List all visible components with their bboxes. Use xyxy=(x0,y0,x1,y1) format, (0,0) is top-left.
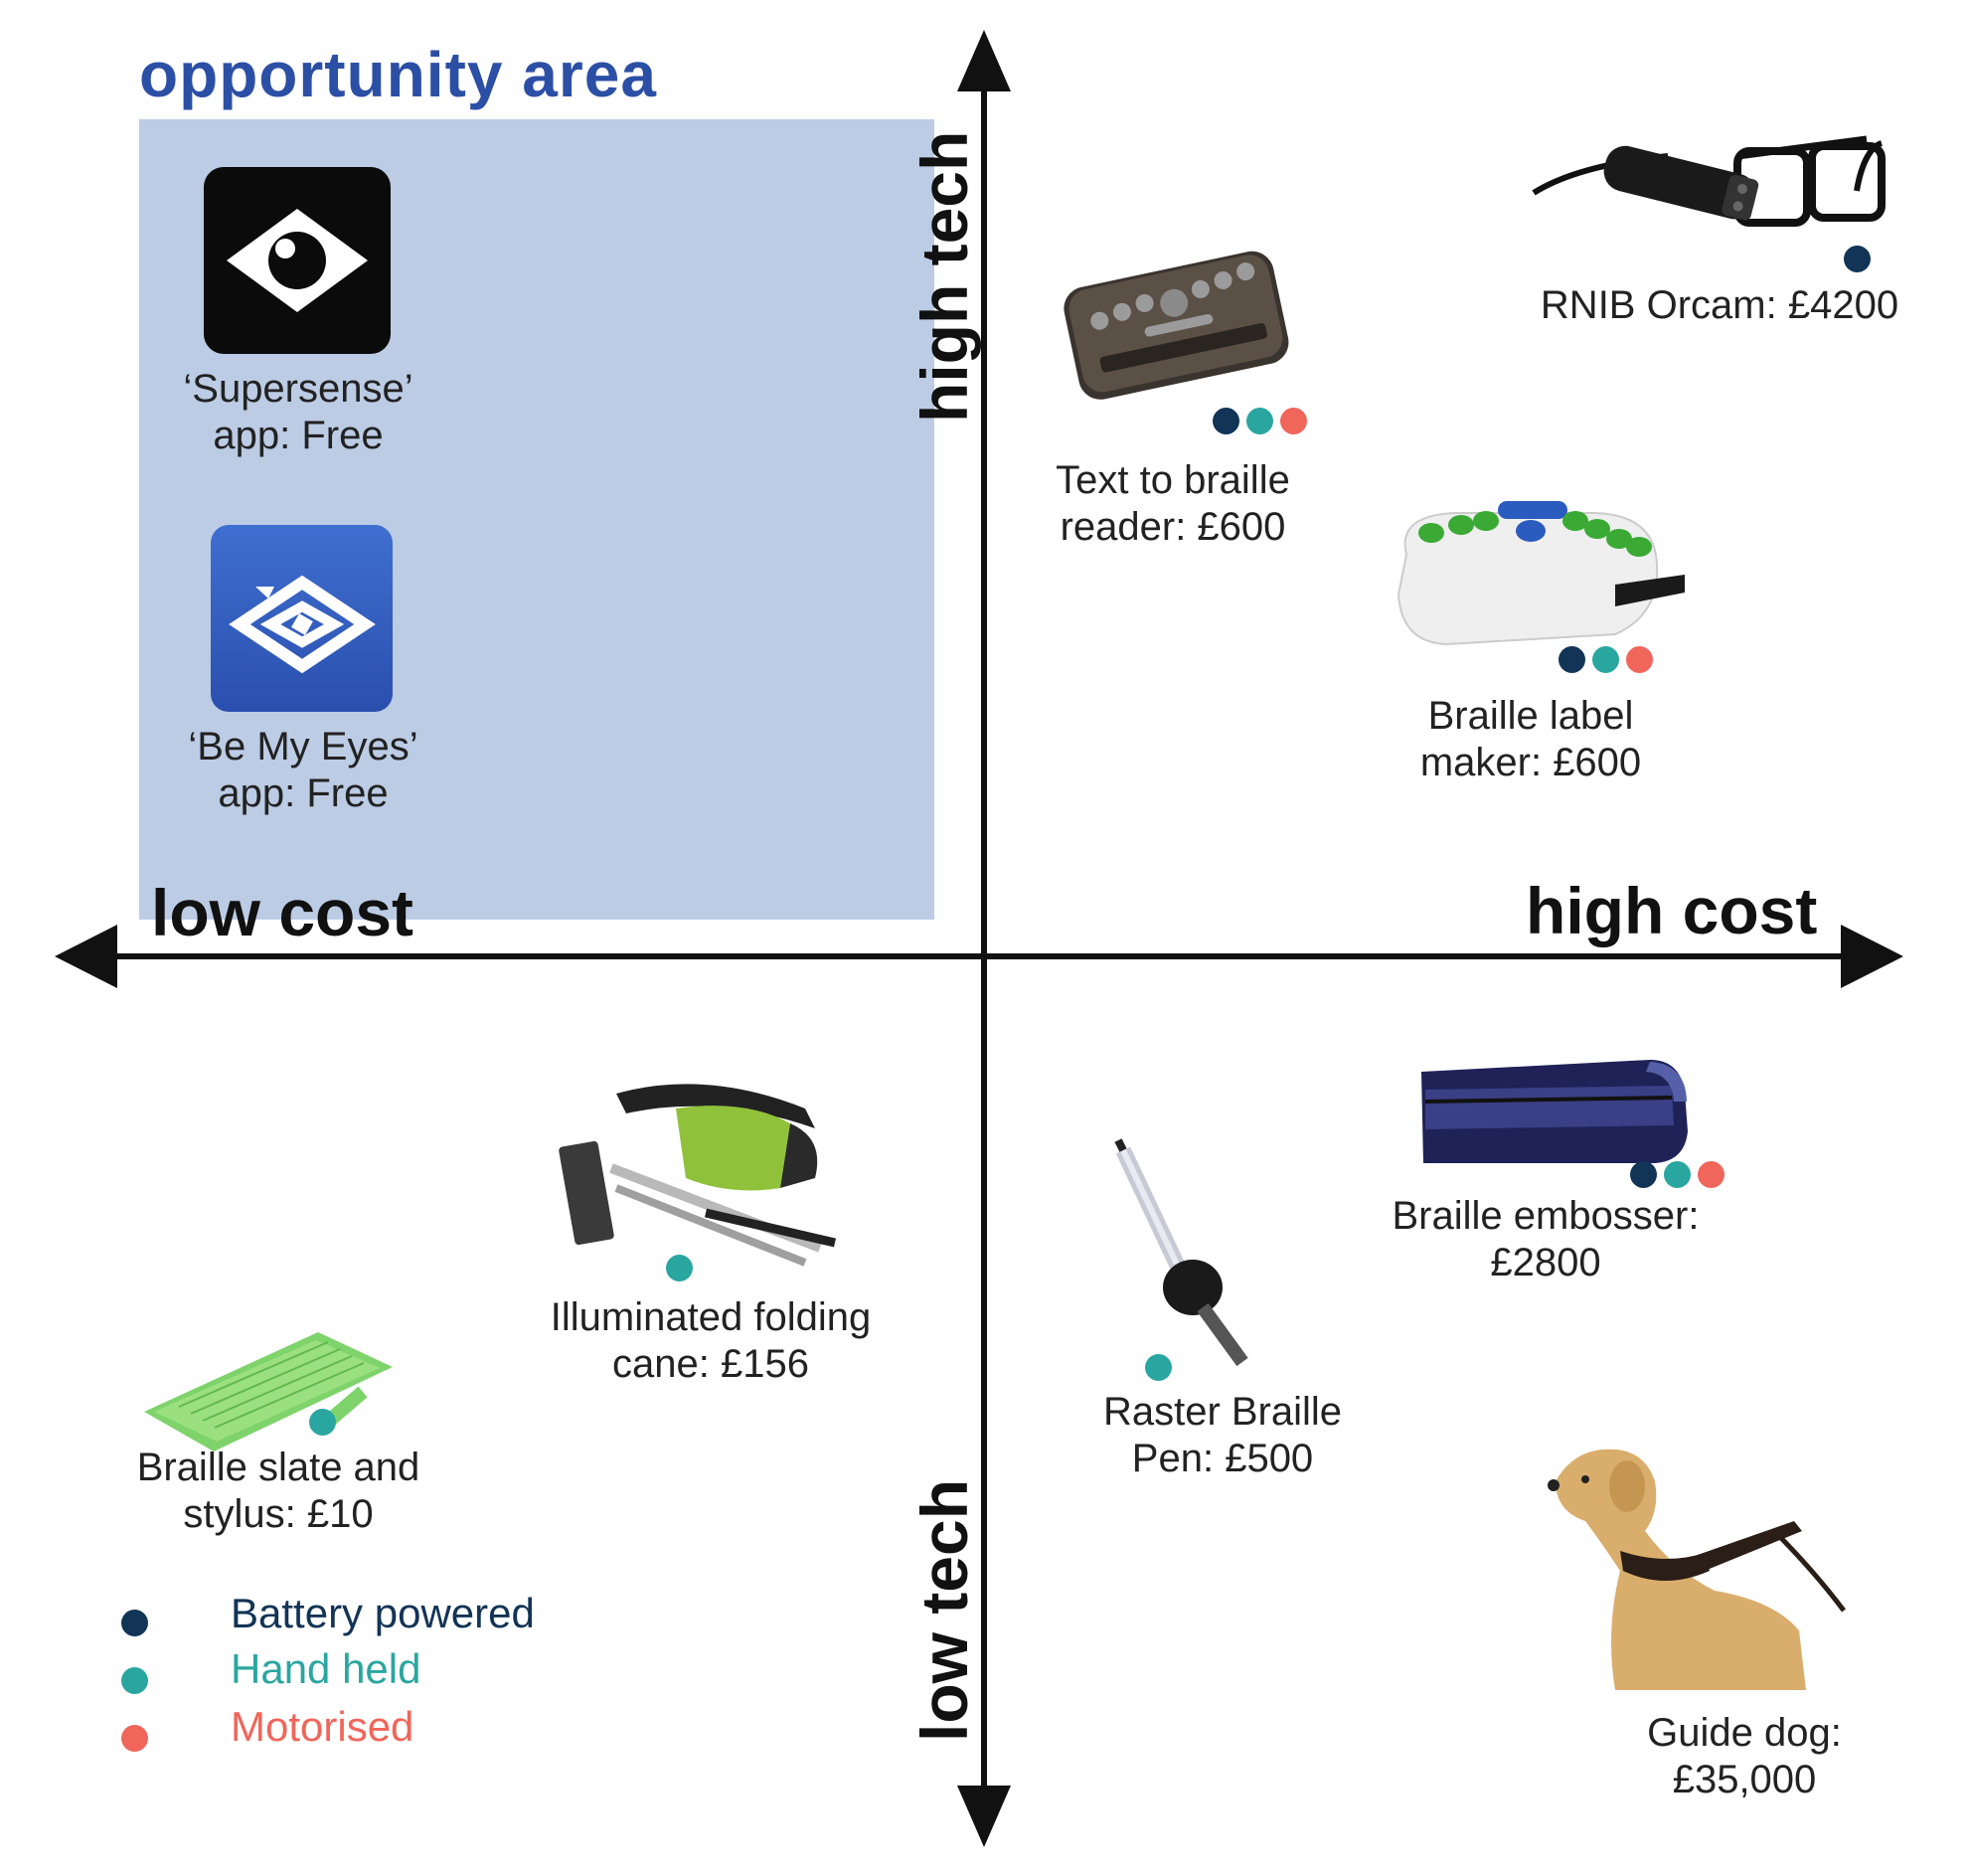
legend-handheld-label: Hand held xyxy=(231,1645,421,1692)
axis-label-high-tech: high tech xyxy=(907,130,981,423)
embosser-image xyxy=(1411,1042,1690,1171)
legend-handheld-dot-icon xyxy=(121,1667,148,1694)
arrow-up-icon xyxy=(957,30,1011,91)
slate-label: Braille slate and stylus: £10 xyxy=(119,1445,437,1538)
label-maker-label: Braille label maker: £600 xyxy=(1392,693,1670,786)
guide-dog-image xyxy=(1546,1442,1859,1690)
arrow-right-icon xyxy=(1841,925,1903,988)
label-maker-label-line2: maker: £600 xyxy=(1419,741,1642,784)
supersense-label-line2: app: Free xyxy=(213,414,384,457)
handheld-dot-icon xyxy=(666,1255,693,1281)
braille-pen-label: Raster Braille Pen: £500 xyxy=(1073,1389,1372,1482)
battery-dot-icon xyxy=(1844,246,1871,272)
be-my-eyes-app-icon xyxy=(211,525,393,712)
embosser-label: Braille embosser: £2800 xyxy=(1382,1193,1710,1286)
supersense-label: ‘Supersense’ app: Free xyxy=(159,366,437,459)
opportunity-area-title: opportunity area xyxy=(139,39,657,110)
motorised-dot-icon xyxy=(1698,1161,1724,1188)
battery-dot-icon xyxy=(1630,1161,1657,1188)
orcam-label-line1: RNIB Orcam: £4200 xyxy=(1540,283,1899,327)
embosser-label-line2: £2800 xyxy=(1490,1241,1601,1284)
label-maker-label-line1: Braille label xyxy=(1427,694,1634,738)
legend-motorised-dot-icon xyxy=(121,1725,148,1752)
handheld-dot-icon xyxy=(309,1409,336,1436)
braille-reader-label-line1: Text to braille xyxy=(1056,458,1290,502)
guide-dog-label: Guide dog: £35,000 xyxy=(1610,1710,1879,1803)
battery-dot-icon xyxy=(1559,646,1585,673)
cane-label-line1: Illuminated folding xyxy=(550,1295,872,1339)
legend-battery-label: Battery powered xyxy=(231,1590,535,1636)
orcam-glasses-image xyxy=(1529,121,1887,265)
handheld-dot-icon xyxy=(1592,646,1619,673)
motorised-dot-icon xyxy=(1280,408,1307,434)
motorised-dot-icon xyxy=(1626,646,1653,673)
guide-dog-label-line1: Guide dog: xyxy=(1647,1711,1842,1755)
braille-pen-label-line2: Pen: £500 xyxy=(1131,1437,1314,1480)
legend-motorised-label: Motorised xyxy=(231,1703,414,1750)
be-my-eyes-label: ‘Be My Eyes’ app: Free xyxy=(159,724,447,817)
cane-image xyxy=(557,1069,845,1268)
braille-reader-label: Text to braille reader: £600 xyxy=(1034,457,1312,551)
slate-label-line2: stylus: £10 xyxy=(183,1492,374,1536)
braille-pen-image xyxy=(1093,1138,1282,1372)
arrow-left-icon xyxy=(55,925,117,988)
slate-image xyxy=(139,1312,398,1451)
handheld-dot-icon xyxy=(1664,1161,1691,1188)
cane-label: Illuminated folding cane: £156 xyxy=(537,1294,885,1388)
handheld-dot-icon xyxy=(1145,1354,1172,1381)
braille-reader-image xyxy=(1054,234,1297,408)
handheld-dot-icon xyxy=(1246,408,1273,434)
supersense-app-icon xyxy=(204,167,391,354)
orcam-label: RNIB Orcam: £4200 xyxy=(1521,282,1918,329)
axis-label-high-cost: high cost xyxy=(1526,874,1818,947)
axis-label-low-cost: low cost xyxy=(151,876,414,949)
axis-label-low-tech: low tech xyxy=(907,1478,981,1742)
guide-dog-label-line2: £35,000 xyxy=(1672,1758,1817,1801)
battery-dot-icon xyxy=(1213,408,1239,434)
slate-label-line1: Braille slate and xyxy=(136,1446,420,1489)
arrow-down-icon xyxy=(957,1786,1011,1847)
be-my-eyes-label-line2: app: Free xyxy=(218,771,389,815)
legend-battery-dot-icon xyxy=(121,1610,148,1636)
embosser-label-line1: Braille embosser: xyxy=(1392,1194,1700,1238)
eye-app-icon xyxy=(204,167,391,354)
label-maker-image xyxy=(1387,495,1685,652)
braille-reader-label-line2: reader: £600 xyxy=(1060,505,1286,549)
cane-label-line2: cane: £156 xyxy=(612,1342,809,1386)
supersense-label-line1: ‘Supersense’ xyxy=(183,367,413,411)
be-my-eyes-label-line1: ‘Be My Eyes’ xyxy=(188,725,418,768)
braille-pen-label-line1: Raster Braille xyxy=(1102,1390,1343,1434)
